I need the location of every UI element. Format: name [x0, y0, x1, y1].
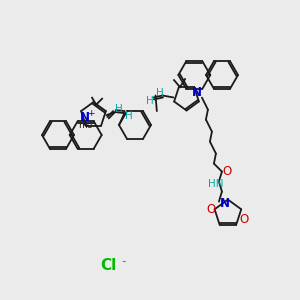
- Text: O: O: [239, 213, 248, 226]
- Text: HN: HN: [208, 178, 224, 189]
- Text: N: N: [80, 111, 89, 124]
- Text: O: O: [206, 203, 215, 216]
- Text: Cl: Cl: [100, 257, 116, 272]
- Text: O: O: [222, 165, 232, 178]
- Text: H: H: [146, 95, 153, 106]
- Text: H: H: [156, 88, 164, 98]
- Text: +: +: [87, 109, 94, 118]
- Text: H: H: [124, 111, 132, 121]
- Text: H: H: [115, 104, 122, 114]
- Text: -: -: [122, 256, 126, 268]
- Text: N: N: [192, 86, 202, 99]
- Text: N: N: [220, 197, 230, 210]
- Text: me: me: [78, 121, 93, 130]
